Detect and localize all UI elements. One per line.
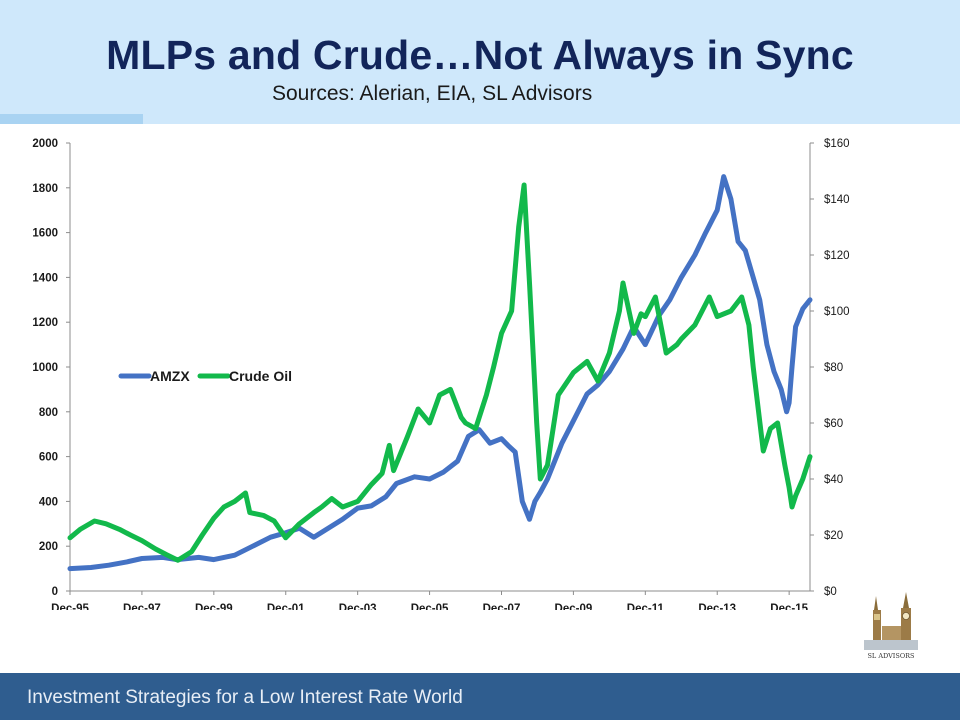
left-tick-label: 0 [52, 586, 58, 598]
x-tick-label: Dec-01 [267, 603, 305, 610]
right-tick-label: $80 [824, 362, 843, 374]
logo-text: SL ADVISORS [867, 652, 914, 660]
left-tick-label: 400 [39, 496, 58, 508]
x-tick-label: Dec-05 [411, 603, 449, 610]
left-tick-label: 1200 [32, 317, 58, 329]
x-tick-label: Dec-09 [555, 603, 593, 610]
crude-oil-series-line [67, 182, 813, 563]
chart-legend: AMZX Crude Oil [118, 368, 292, 384]
series-layer [67, 174, 813, 572]
right-tick-label: $60 [824, 418, 843, 430]
right-tick-label: $20 [824, 530, 843, 542]
slide-header [0, 0, 960, 124]
line-chart: 0 200 400 600 800 1000 1200 1400 1600 1800 2000 $0… [32, 138, 850, 610]
x-tick-label: Dec-11 [627, 603, 665, 610]
x-tick-label: Dec-15 [770, 603, 808, 610]
right-tick-label: $160 [824, 138, 850, 150]
slide-title: MLPs and Crude…Not Always in Sync [106, 32, 854, 78]
x-tick-label: Dec-99 [195, 603, 233, 610]
x-tick-label: Dec-07 [483, 603, 521, 610]
right-y-axis: $0 $20 $40 $60 $80 $100 $120 $140 $160 [809, 138, 850, 598]
right-tick-label: $40 [824, 474, 843, 486]
right-tick-label: $120 [824, 250, 850, 262]
right-tick-label: $140 [824, 194, 850, 206]
x-axis: Dec-95 Dec-97 Dec-99 Dec-01 Dec-03 Dec-05 Dec-… [51, 590, 810, 610]
footer-tagline: Investment Strategies for a Low Interest… [27, 687, 463, 708]
x-tick-label: Dec-03 [339, 603, 377, 610]
x-tick-label: Dec-97 [123, 603, 161, 610]
left-tick-label: 1000 [32, 362, 58, 374]
left-tick-label: 800 [39, 407, 58, 419]
left-tick-label: 1400 [32, 272, 58, 284]
x-tick-label: Dec-13 [698, 603, 736, 610]
legend-label-amzx: AMZX [150, 368, 190, 384]
left-y-axis: 0 200 400 600 800 1000 1200 1400 1600 1800 2000 [32, 138, 71, 598]
left-tick-label: 1600 [32, 228, 58, 240]
legend-label-crude-oil: Crude Oil [229, 368, 292, 384]
left-tick-label: 1800 [32, 183, 58, 195]
x-tick-label: Dec-95 [51, 603, 89, 610]
left-tick-label: 600 [39, 452, 58, 464]
slide-footer: Investment Strategies for a Low Interest… [0, 673, 960, 720]
left-tick-label: 2000 [32, 138, 58, 150]
sl-advisors-logo: SL ADVISORS [862, 590, 920, 662]
slide-subtitle: Sources: Alerian, EIA, SL Advisors [272, 82, 593, 105]
right-tick-label: $100 [824, 306, 850, 318]
right-tick-label: $0 [824, 586, 837, 598]
amzx-series-line [67, 174, 813, 572]
left-tick-label: 200 [39, 541, 58, 553]
header-accent-bar [0, 114, 143, 124]
